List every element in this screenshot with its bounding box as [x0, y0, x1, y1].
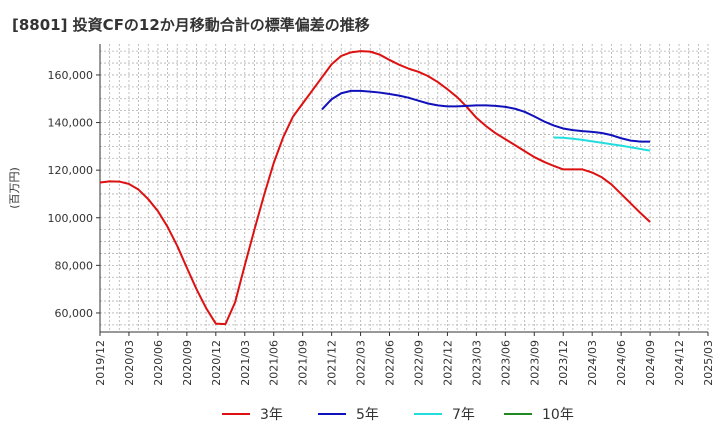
- y-tick-label: 160,000: [48, 69, 94, 82]
- x-tick-label: 2022/09: [412, 340, 425, 386]
- chart-title: [8801] 投資CFの12か月移動合計の標準偏差の推移: [12, 16, 370, 34]
- legend-label-0: 3年: [260, 407, 283, 423]
- x-tick-label: 2022/06: [384, 340, 397, 386]
- x-tick-label: 2025/03: [702, 340, 715, 386]
- legend-label-1: 5年: [356, 407, 379, 423]
- x-tick-label: 2022/12: [441, 340, 454, 386]
- y-tick-label: 80,000: [55, 259, 94, 272]
- axes: 60,000 80,000 100,000 120,000 140,000 160,000…: [8, 44, 715, 386]
- y-axis-label: (百万円): [8, 167, 21, 209]
- x-tick-label: 2020/12: [210, 340, 223, 386]
- y-tick-label: 100,000: [48, 212, 94, 225]
- x-tick-label: 2020/03: [123, 340, 136, 386]
- plot-area: [100, 44, 708, 332]
- series-lines: [99, 50, 651, 326]
- x-tick-label: 2023/06: [499, 340, 512, 386]
- series-line-0: [99, 50, 651, 326]
- series-line-1: [321, 89, 651, 143]
- y-tick-label: 140,000: [48, 117, 94, 130]
- x-tick-label: 2024/12: [673, 340, 686, 386]
- legend-label-2: 7年: [452, 407, 475, 423]
- x-tick-label: 2023/03: [470, 340, 483, 386]
- x-tick-label: 2020/06: [152, 340, 165, 386]
- x-tick-label: 2019/12: [94, 340, 107, 386]
- x-tick-label: 2020/09: [181, 340, 194, 386]
- x-tick-label: 2023/09: [528, 340, 541, 386]
- x-tick-label: 2022/03: [355, 340, 368, 386]
- y-tick-label: 60,000: [55, 307, 94, 320]
- x-tick-label: 2023/12: [557, 340, 570, 386]
- x-tick-label: 2021/06: [268, 340, 281, 386]
- x-tick-label: 2021/09: [297, 340, 310, 386]
- x-tick-label: 2021/12: [326, 340, 339, 386]
- legend-label-3: 10年: [542, 407, 574, 423]
- grid: [99, 44, 709, 332]
- x-tick-label: 2021/03: [239, 340, 252, 386]
- x-tick-label: 2024/03: [586, 340, 599, 386]
- x-tick-label: 2024/09: [644, 340, 657, 386]
- x-tick-label: 2024/06: [615, 340, 628, 386]
- y-tick-label: 120,000: [48, 164, 94, 177]
- legend: 3年 5年 7年 10年: [222, 407, 574, 423]
- series-line-2: [553, 136, 651, 152]
